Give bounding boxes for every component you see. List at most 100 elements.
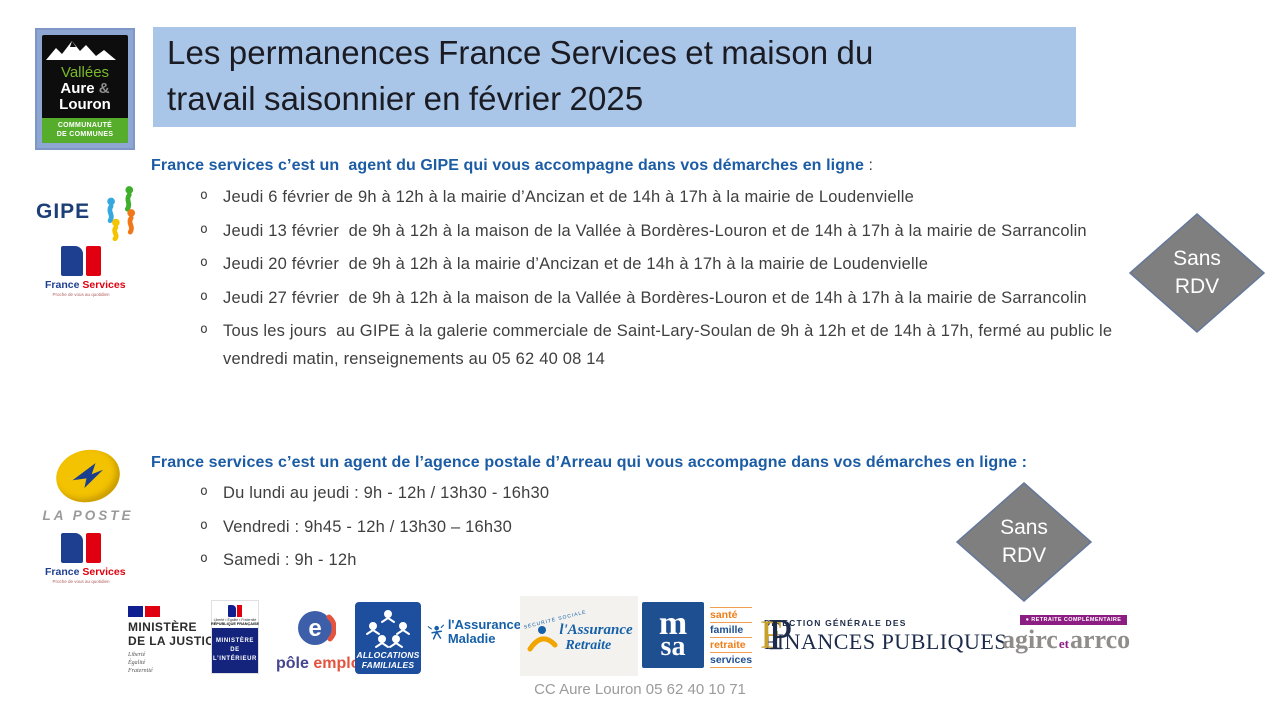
list-item: o Jeudi 20 février de 9h à 12h à la mair… (200, 251, 1128, 279)
brand-aure: Aure & (60, 81, 109, 97)
bullet-text: Vendredi : 9h45 - 12h / 13h30 – 16h30 (223, 517, 513, 536)
france-services-tagline: Proche de vous au quotidien (52, 292, 110, 297)
marianne-blue-shape (61, 533, 83, 563)
pole-emploi-icon: e (298, 611, 337, 645)
brand-band: COMMUNAUTÉ DE COMMUNES (42, 118, 128, 143)
section-gipe-heading: France services c’est un agent du GIPE q… (151, 157, 873, 175)
dgfip-finances-publiques: FINANCES PUBLIQUES (764, 628, 1008, 654)
msa-services-list: santé famille retraite services (710, 602, 753, 672)
brand-louron: Louron (59, 96, 111, 113)
list-item: o Samedi : 9h - 12h (200, 547, 549, 575)
interieur-motto: Liberté • Égalité • Fraternité (213, 618, 257, 622)
brand-band-line2: DE COMMUNES (56, 131, 114, 138)
interieur-republique: RÉPUBLIQUE FRANÇAISE (210, 622, 260, 626)
msa-item-sante: santé (710, 606, 753, 623)
sans-rdv-text: Sans RDV (956, 482, 1092, 602)
la-poste-logo: LA POSTE (38, 443, 138, 523)
ministere-justice-logo: MINISTÈRE DE LA JUSTICE Liberté Égalité … (128, 606, 228, 675)
france-services-logo: France Services Proche de vous au quotid… (45, 246, 126, 297)
french-flag-icon (128, 606, 228, 617)
msa-item-famille: famille (710, 623, 753, 638)
list-item: o Jeudi 27 février de 9h à 12h à la mais… (200, 285, 1128, 313)
bullet-text: Jeudi 6 février de 9h à 12h à la mairie … (223, 188, 914, 206)
list-item: o Tous les jours au GIPE à la galerie co… (200, 318, 1128, 373)
ministere-interieur-logo: Liberté • Égalité • Fraternité RÉPUBLIQU… (211, 600, 259, 674)
pole-emploi-text: pôle emploi (276, 655, 365, 673)
cc-aure-louron-logo-inner: Vallées Aure & Louron COMMUNAUTÉ DE COMM… (42, 35, 128, 143)
marianne-icon (228, 604, 242, 617)
section-poste-heading: France services c’est un agent de l’agen… (151, 454, 1028, 471)
caf-line1: ALLOCATIONS (356, 650, 420, 660)
interieur-box: MINISTÈRE DE L’INTÉRIEUR (212, 628, 258, 673)
pole-emploi-logo: e pôle emploi (276, 608, 365, 673)
footer-contact: CC Aure Louron 05 62 40 10 71 (534, 681, 746, 698)
france-services-word1: France (45, 566, 80, 578)
msa-m: m (658, 605, 688, 642)
diamond-shape (1129, 213, 1265, 333)
motto-egalite: Égalité (128, 660, 146, 666)
bullet-icon: o (200, 517, 208, 533)
bullet-icon: o (200, 221, 208, 237)
france-services-logo-text: France Services (45, 279, 126, 291)
justice-motto: Liberté Égalité Fraternité (128, 651, 228, 675)
maladie-word: Maladie (447, 631, 496, 646)
bullet-text: Du lundi au jeudi : 9h - 12h / 13h30 - 1… (223, 484, 550, 502)
assurance-word: l'Assurance (559, 622, 633, 638)
la-poste-bird-icon (51, 443, 125, 509)
bullet-icon: o (200, 322, 208, 337)
bullet-icon: o (200, 288, 208, 304)
mountains-icon (46, 41, 116, 60)
section-poste-bullets: o Du lundi au jeudi : 9h - 12h / 13h30 -… (200, 480, 549, 581)
assurance-retraite-icon (527, 626, 558, 652)
bullet-text: Jeudi 13 février de 9h à 12h à la maison… (223, 221, 1087, 240)
agirc-arrco-text: agirc et arrco (1002, 625, 1131, 655)
assurance-word: l'Assurance (447, 617, 521, 632)
gipe-logo: GIPE (36, 183, 140, 241)
badge-line1: Sans (1000, 516, 1048, 539)
bullet-text: Samedi : 9h - 12h (223, 551, 357, 569)
assurance-retraite-row: l'Assurance Retraite (525, 621, 633, 655)
section-gipe-bullets: o Jeudi 6 février de 9h à 12h à la mairi… (200, 184, 1128, 379)
bullet-icon: o (200, 255, 208, 270)
assurance-retraite-logo: SÉCURITÉ SOCIALE l'Assurance Retraite (520, 596, 638, 676)
france-services-word2: Services (82, 566, 126, 578)
list-item: o Vendredi : 9h45 - 12h / 13h30 – 16h30 (200, 514, 549, 542)
interieur-line1: MINISTÈRE (215, 638, 255, 644)
msa-mark: m sa (642, 602, 704, 668)
brand-aure-text: Aure (60, 80, 95, 97)
finances-publiques-logo: F P DIRECTION GÉNÉRALE DES FINANCES PUBL… (758, 610, 1007, 662)
sans-rdv-text: Sans RDV (1129, 213, 1265, 333)
msa-item-services: services (710, 653, 753, 668)
diamond-shape (956, 482, 1092, 602)
france-services-marianne-icon (45, 246, 117, 276)
dgfip-f: F (760, 612, 783, 657)
agirc-word: agirc (1002, 625, 1058, 654)
france-services-tagline: Proche de vous au quotidien (52, 579, 110, 584)
emploi-word: emploi (313, 655, 365, 672)
assurance-maladie-text: l'Assurance Maladie (448, 618, 521, 646)
bullet-icon: o (200, 484, 208, 499)
gipe-figures-icon (107, 186, 136, 241)
bullet-text: Tous les jours au GIPE à la galerie comm… (223, 322, 1118, 368)
pole-word: pôle (276, 655, 309, 672)
arrco-word: arrco (1069, 625, 1131, 654)
assurance-maladie-logo: l'Assurance Maladie (426, 618, 521, 646)
france-services-word1: France (45, 279, 80, 291)
la-poste-logo-text: LA POSTE (42, 508, 134, 523)
badge-line2: RDV (1001, 544, 1047, 567)
caf-text: ALLOCATIONS FAMILIALES (357, 650, 420, 674)
justice-line2: DE LA JUSTICE (128, 634, 223, 648)
svg-text:e: e (308, 615, 321, 642)
france-services-marianne-icon (45, 533, 117, 563)
marianne-blue-shape (61, 246, 83, 276)
brand-ampersand: & (98, 80, 110, 97)
dgfip-texts: DIRECTION GÉNÉRALE DES FINANCES PUBLIQUE… (764, 618, 1007, 655)
assurance-maladie-icon (427, 624, 445, 640)
section-gipe-heading-colon: : (863, 157, 874, 174)
msa-logo: m sa santé famille retraite services (642, 602, 756, 672)
interieur-line3: L’INTÉRIEUR (213, 656, 257, 662)
cc-aure-louron-logo: Vallées Aure & Louron COMMUNAUTÉ DE COMM… (35, 28, 135, 150)
france-services-logo: France Services Proche de vous au quotid… (45, 533, 126, 584)
slide-title-line1: Les permanences France Services et maiso… (167, 34, 874, 71)
sans-rdv-badge-2: Sans RDV (956, 482, 1092, 602)
